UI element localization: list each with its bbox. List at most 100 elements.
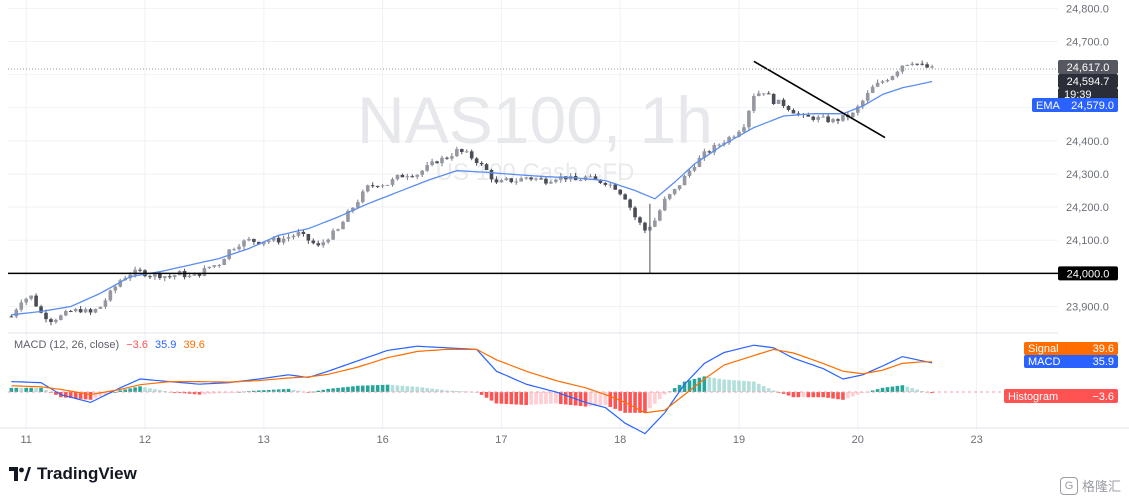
candle-body [469,151,474,159]
candle-body [593,176,598,180]
candle-body [870,86,875,93]
candle-body [514,181,519,183]
candle-body [237,246,241,250]
histogram-bar [712,377,717,392]
histogram-bar [395,385,400,392]
candle-body [816,116,820,120]
candle-body [88,309,93,313]
candle-body [281,238,286,243]
histogram-bar [64,392,68,398]
y-tick-label: 24,100.0 [1066,235,1109,247]
candle-body [326,239,330,243]
ema-label-value: 24,579.0 [1071,100,1114,112]
candle-body [662,198,667,211]
candle-body [59,315,63,320]
histogram-bar [781,392,786,394]
histogram-bar [380,384,385,392]
histogram-bar [563,392,568,405]
histogram-bar [197,392,202,395]
candle-body [633,207,637,218]
histogram-bar [514,392,519,405]
histogram-bar [405,386,410,392]
candle-body [737,131,741,137]
histogram-bar [737,380,741,392]
histogram-bar [484,392,489,398]
x-tick-label: 11 [20,434,31,446]
histogram-bar [331,388,335,392]
histogram-bar [158,390,162,392]
candle-body [524,177,528,179]
histogram-bar [425,388,429,392]
candle-body [658,210,662,221]
candle-body [24,298,28,303]
histogram-bar [257,390,261,392]
candle-body [346,210,350,222]
candle-body [202,268,207,276]
candle-body [306,233,311,241]
candle-body [529,177,533,180]
histogram-bar [460,391,464,393]
candle-body [262,242,266,245]
candle-body [682,175,687,186]
histogram-bar [816,392,820,398]
histogram-bar [296,390,301,392]
candle-body [880,81,885,83]
histogram-label-name: Histogram [1008,391,1058,403]
candle-body [316,243,321,246]
histogram-bar [717,378,721,392]
candle-body [212,265,217,267]
histogram-bar [19,387,24,392]
candle-body [133,269,137,275]
candle-body [653,220,657,227]
histogram-bar [420,387,424,392]
histogram-bar [796,392,801,398]
level-label-box [1058,266,1118,281]
histogram-bar [415,386,420,392]
macd-label-box [1024,355,1118,368]
histogram-bar [479,392,484,395]
macd-legend-macd: 35.9 [155,339,177,351]
histogram-bar [177,392,182,393]
candle-body [242,240,246,247]
histogram-bar [207,392,212,394]
histogram-bar [143,387,147,392]
candle-body [380,185,385,187]
candle-body [257,241,261,245]
candle-body [875,82,880,87]
candle-body [806,114,811,117]
histogram-bar [856,392,860,395]
candle-body [781,99,786,107]
candle-body [83,309,88,313]
histogram-bar [499,392,504,404]
candle-body [197,273,202,276]
candle-body [187,275,192,278]
macd-label-value: 35.9 [1093,356,1114,368]
candle-body [628,199,632,208]
candle-body [865,92,870,101]
candle-body [108,290,113,301]
histogram-bar [593,392,598,406]
candle-body [484,164,489,170]
tradingview-brand[interactable]: TradingView [9,464,137,484]
histogram-bar [336,387,340,392]
histogram-bar [271,389,276,392]
y-tick-label: 24,800.0 [1066,3,1109,15]
histogram-bar [365,385,370,392]
histogram-bar [732,380,736,392]
candle-body [851,112,855,118]
candle-body [435,161,439,164]
histogram-bar [786,392,791,396]
candle-body [831,119,835,123]
histogram-bar [435,389,439,392]
histogram-bar [123,389,127,392]
candle-body [692,166,697,171]
candle-body [791,109,796,114]
histogram-bar [370,385,375,392]
candle-body [578,180,583,182]
signal-label-box [1024,342,1118,355]
candle-body [291,235,296,238]
candle-body [618,189,622,195]
candle-body [158,273,162,278]
histogram-bar [44,390,48,392]
